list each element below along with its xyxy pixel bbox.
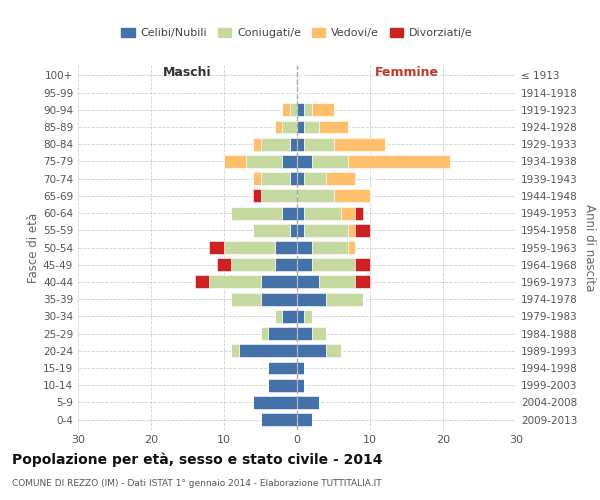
Bar xyxy=(297,172,304,185)
Bar xyxy=(195,276,209,288)
Bar xyxy=(290,224,297,236)
Bar xyxy=(260,292,297,306)
Bar xyxy=(239,344,297,358)
Bar xyxy=(304,104,311,116)
Bar xyxy=(297,344,326,358)
Bar xyxy=(260,190,297,202)
Bar xyxy=(283,206,297,220)
Bar xyxy=(297,120,304,134)
Bar xyxy=(311,104,334,116)
Bar xyxy=(297,104,304,116)
Bar xyxy=(311,327,326,340)
Bar xyxy=(297,206,304,220)
Bar xyxy=(304,310,311,323)
Bar xyxy=(311,258,355,271)
Bar xyxy=(348,241,355,254)
Bar xyxy=(297,276,319,288)
Bar xyxy=(348,155,450,168)
Bar xyxy=(304,172,326,185)
Bar xyxy=(311,241,348,254)
Bar xyxy=(224,241,275,254)
Bar xyxy=(355,276,370,288)
Bar xyxy=(297,190,334,202)
Bar xyxy=(297,379,304,392)
Bar xyxy=(232,344,239,358)
Bar xyxy=(283,104,290,116)
Bar xyxy=(275,120,283,134)
Bar xyxy=(253,396,297,409)
Text: Femmine: Femmine xyxy=(374,66,439,79)
Bar xyxy=(319,120,348,134)
Bar xyxy=(297,224,304,236)
Bar xyxy=(260,172,290,185)
Bar xyxy=(253,172,260,185)
Bar xyxy=(297,155,311,168)
Bar xyxy=(319,276,355,288)
Bar xyxy=(275,310,283,323)
Bar xyxy=(355,206,362,220)
Bar xyxy=(348,224,355,236)
Bar xyxy=(297,138,304,150)
Bar xyxy=(246,155,283,168)
Bar xyxy=(355,224,370,236)
Bar xyxy=(290,138,297,150)
Bar xyxy=(260,413,297,426)
Bar xyxy=(326,292,362,306)
Bar xyxy=(232,292,260,306)
Text: Maschi: Maschi xyxy=(163,66,212,79)
Text: Popolazione per età, sesso e stato civile - 2014: Popolazione per età, sesso e stato civil… xyxy=(12,452,383,467)
Bar xyxy=(260,276,297,288)
Bar xyxy=(304,224,348,236)
Bar xyxy=(268,379,297,392)
Bar xyxy=(253,190,260,202)
Bar xyxy=(275,258,297,271)
Bar xyxy=(224,155,246,168)
Legend: Celibi/Nubili, Coniugati/e, Vedovi/e, Divorziati/e: Celibi/Nubili, Coniugati/e, Vedovi/e, Di… xyxy=(117,23,477,43)
Bar xyxy=(260,138,290,150)
Bar xyxy=(334,190,370,202)
Bar xyxy=(283,120,297,134)
Bar xyxy=(297,292,326,306)
Bar xyxy=(297,258,311,271)
Bar xyxy=(209,241,224,254)
Bar xyxy=(311,155,348,168)
Bar xyxy=(232,258,275,271)
Bar xyxy=(297,413,311,426)
Bar xyxy=(355,258,370,271)
Bar xyxy=(341,206,355,220)
Text: COMUNE DI REZZO (IM) - Dati ISTAT 1° gennaio 2014 - Elaborazione TUTTITALIA.IT: COMUNE DI REZZO (IM) - Dati ISTAT 1° gen… xyxy=(12,479,382,488)
Bar xyxy=(297,362,304,374)
Bar xyxy=(290,172,297,185)
Bar xyxy=(253,138,260,150)
Bar xyxy=(297,327,311,340)
Bar xyxy=(304,206,341,220)
Bar xyxy=(297,396,319,409)
Bar xyxy=(304,138,334,150)
Bar xyxy=(304,120,319,134)
Bar xyxy=(283,310,297,323)
Bar xyxy=(253,224,290,236)
Bar xyxy=(268,362,297,374)
Bar xyxy=(260,327,268,340)
Bar xyxy=(283,155,297,168)
Bar xyxy=(217,258,232,271)
Y-axis label: Anni di nascita: Anni di nascita xyxy=(583,204,596,291)
Bar xyxy=(297,241,311,254)
Bar xyxy=(268,327,297,340)
Bar xyxy=(275,241,297,254)
Bar xyxy=(297,310,304,323)
Bar xyxy=(326,172,355,185)
Bar xyxy=(209,276,260,288)
Bar xyxy=(232,206,283,220)
Y-axis label: Fasce di età: Fasce di età xyxy=(27,212,40,282)
Bar xyxy=(326,344,341,358)
Bar xyxy=(290,104,297,116)
Bar xyxy=(334,138,385,150)
